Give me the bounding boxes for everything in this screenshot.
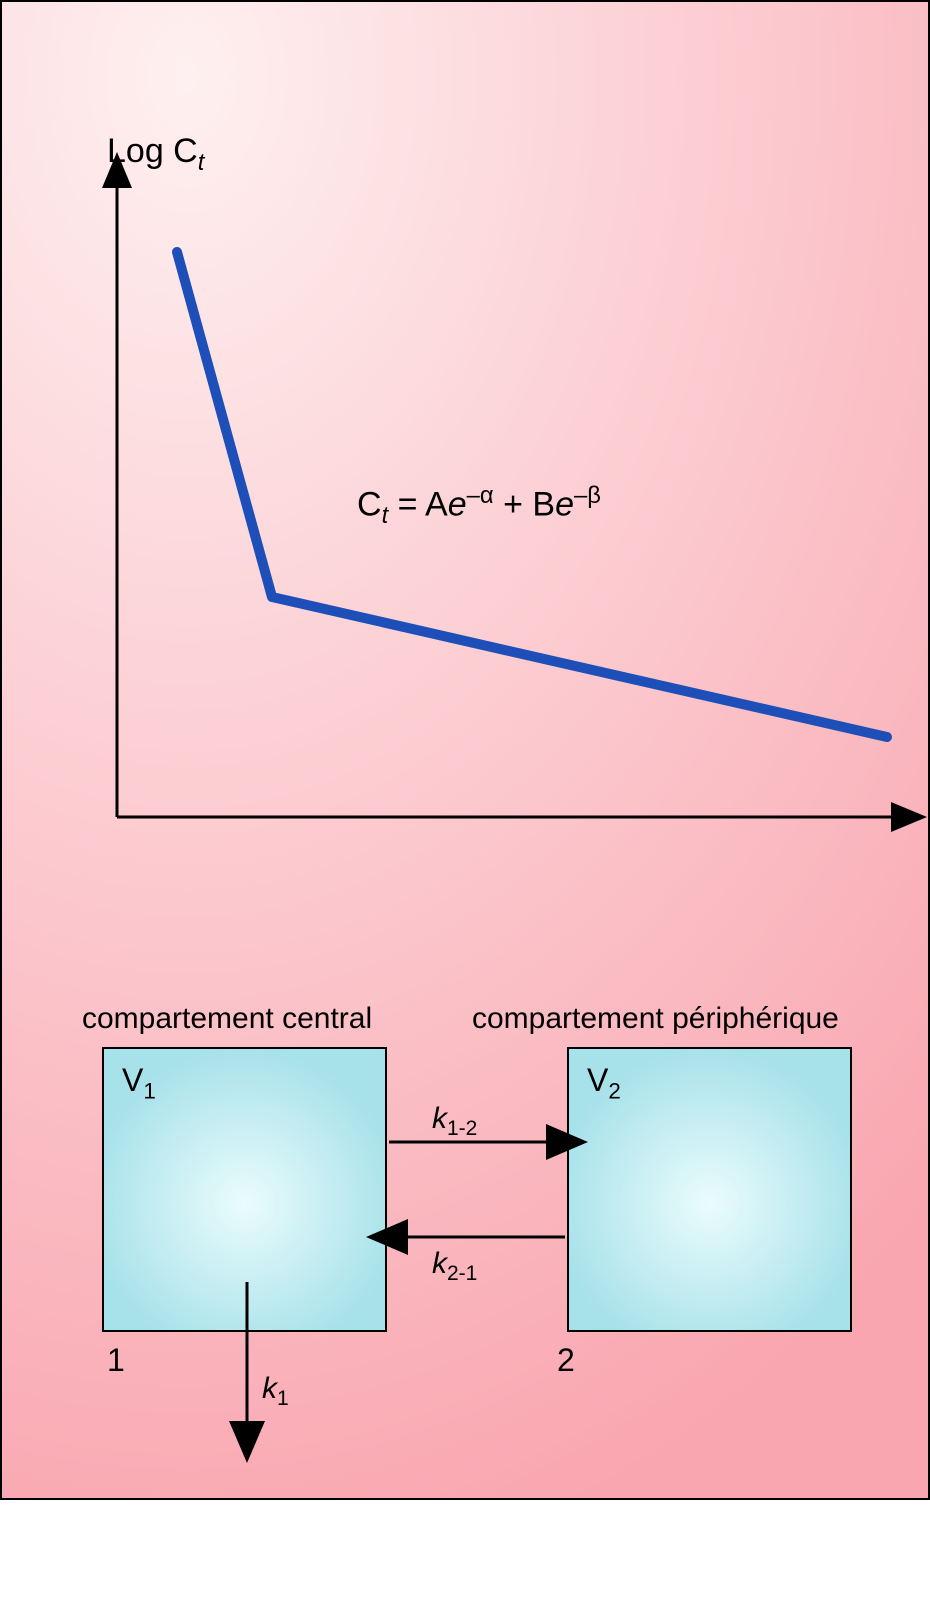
diagram-canvas: Log Ct Ct = Ae–α + Be–β compartement cen…: [0, 0, 930, 1500]
y-axis-label: Log Ct: [107, 132, 204, 177]
label-k12: k1-2: [432, 1102, 477, 1141]
label-k1: k1: [262, 1372, 289, 1411]
equation: Ct = Ae–α + Be–β: [357, 482, 601, 530]
label-k21: k2-1: [432, 1247, 477, 1286]
compartment-arrows: [2, 1002, 930, 1602]
